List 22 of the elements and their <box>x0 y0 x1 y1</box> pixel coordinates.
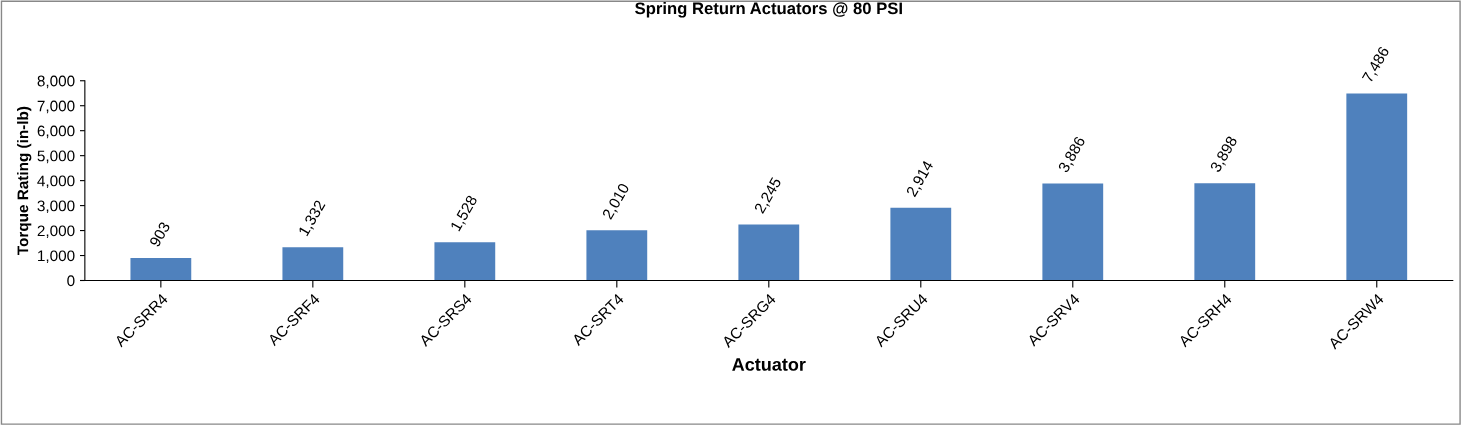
bar <box>738 224 800 281</box>
y-tick-label: 4,000 <box>37 175 75 189</box>
x-axis-title: Actuator <box>732 358 806 371</box>
bar <box>130 257 192 281</box>
y-axis-title: Torque Rating (in-lb) <box>17 106 32 255</box>
bar <box>1194 183 1256 281</box>
y-tick-label: 1,000 <box>38 250 75 264</box>
bar <box>434 242 496 281</box>
chart-title: Spring Return Actuators @ 80 PSI <box>635 2 902 18</box>
bar <box>586 230 648 281</box>
y-tick-label: 2,000 <box>37 225 75 239</box>
y-tick-label: 8,000 <box>37 75 75 89</box>
data-label: 903 <box>149 221 171 248</box>
y-tick-label: 0 <box>67 275 75 287</box>
y-tick-label: 3,000 <box>37 200 75 214</box>
y-tick-label: 5,000 <box>37 150 75 164</box>
bar <box>1346 93 1408 281</box>
bar <box>890 207 952 281</box>
bar <box>282 247 344 281</box>
y-tick-label: 7,000 <box>37 100 75 114</box>
bar <box>1042 183 1104 281</box>
y-tick-label: 6,000 <box>37 125 75 139</box>
